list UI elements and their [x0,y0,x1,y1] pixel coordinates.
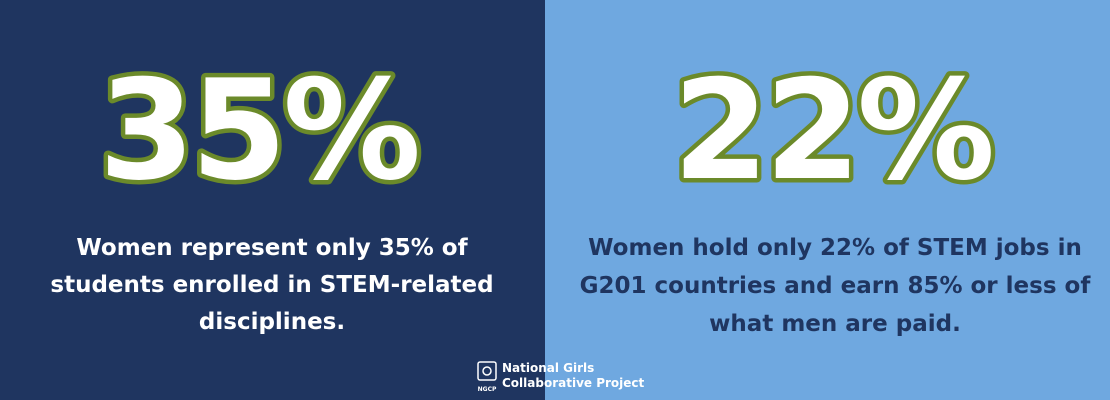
logo-text: National Girls [502,361,594,375]
description-line: students enrolled in STEM-related [50,272,493,298]
stat: 22% [673,50,991,211]
logo: NGCP National Girls Collaborative Projec… [477,361,645,393]
stat: 35% [99,50,417,211]
logo-mark: NGCP [478,386,497,393]
description-line: disciplines. [199,309,345,335]
description-line: G201 countries and earn 85% or less of [580,273,1092,299]
logo-icon [477,361,497,381]
right-panel [545,0,1110,400]
left-panel [0,0,545,400]
description-line: Women hold only 22% of STEM jobs in [588,235,1082,261]
description-line: what men are paid. [709,311,961,337]
logo-text: Collaborative Project [502,376,645,390]
logo-icon [482,366,492,376]
description-line: Women represent only 35% of [76,235,468,261]
